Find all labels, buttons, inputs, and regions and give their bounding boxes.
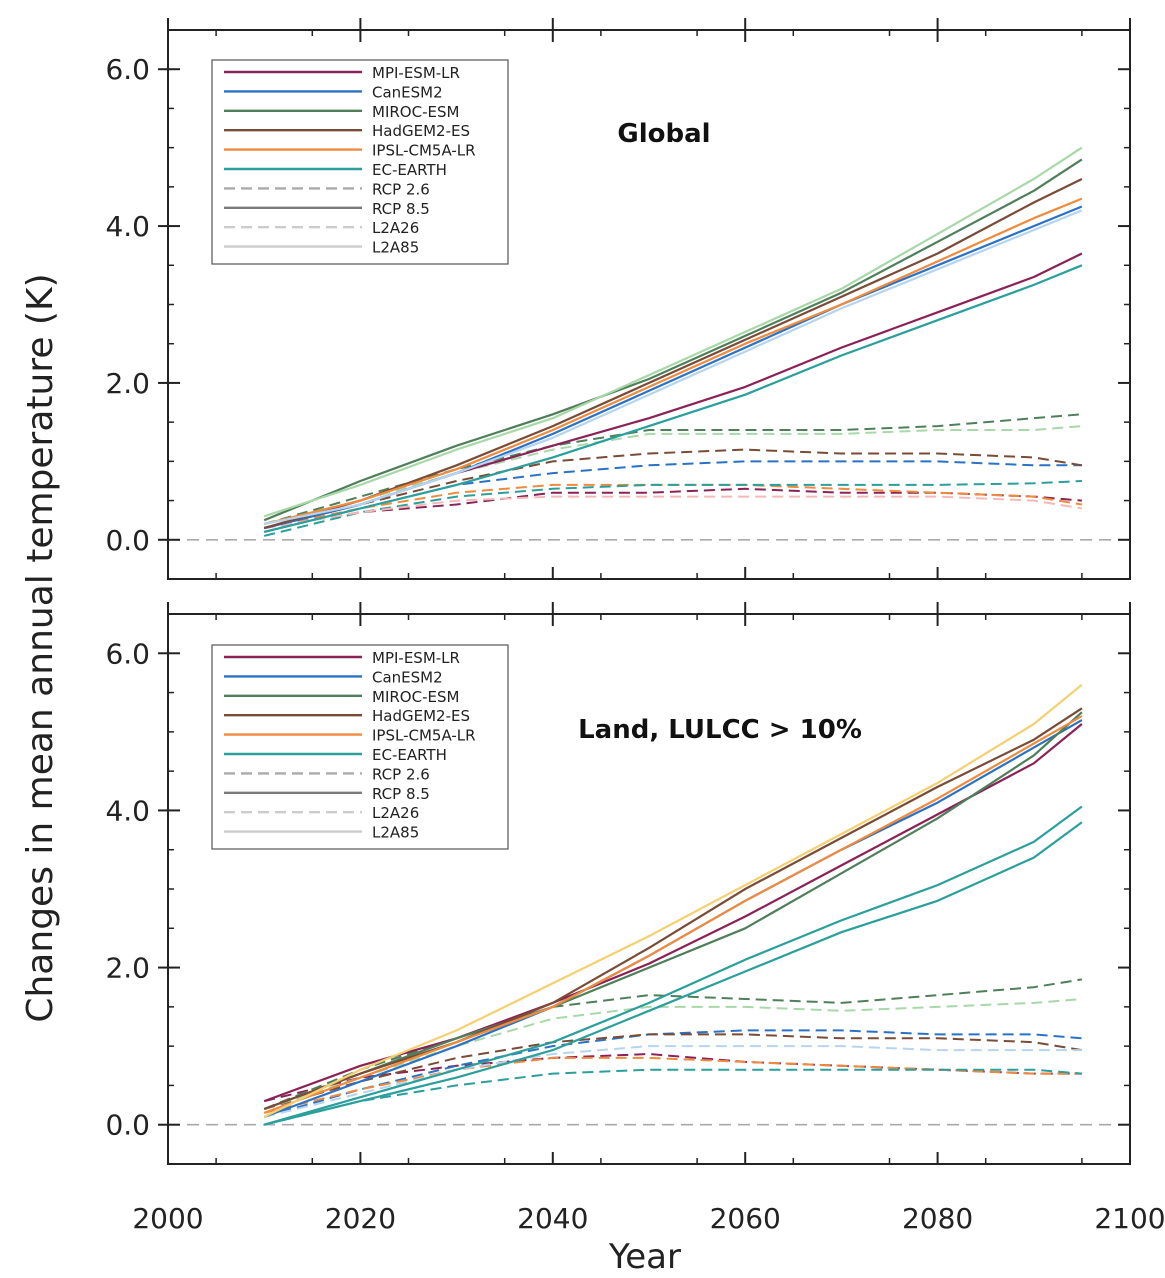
- x-tick-label: 2060: [710, 1202, 781, 1235]
- x-tick-label: 2000: [132, 1202, 203, 1235]
- legend-label: L2A26: [372, 219, 419, 237]
- legend-label: IPSL-CM5A-LR: [372, 727, 476, 745]
- legend-label: CanESM2: [372, 668, 443, 686]
- y-axis-label: Changes in mean annual temperature (K): [20, 273, 61, 1022]
- series-line: [263, 425, 1082, 526]
- panel-title: Land, LULCC > 10%: [578, 715, 862, 745]
- x-tick-label: 2100: [1094, 1202, 1165, 1235]
- legend-label: HadGEM2-ES: [372, 122, 470, 140]
- y-tick-label: 6.0: [105, 53, 150, 86]
- x-tick-label: 2080: [902, 1202, 973, 1235]
- legend-label: RCP 2.6: [372, 765, 430, 783]
- y-tick-label: 2.0: [105, 952, 150, 985]
- x-tick-label: 2020: [325, 1202, 396, 1235]
- legend-label: HadGEM2-ES: [372, 707, 470, 725]
- series-line: [263, 252, 1083, 530]
- series-line: [263, 1056, 1082, 1114]
- panel-land: 0.0 2.0 4.0 6.0 Land, LULCC > 10% MPI-ESM-LRC…: [105, 602, 1131, 1165]
- legend-box: [211, 644, 509, 850]
- series-line: [263, 1029, 1082, 1118]
- legend-label: MIROC-ESM: [372, 688, 459, 706]
- y-tick-label: 4.0: [105, 794, 150, 827]
- x-tick-label: 2040: [517, 1202, 588, 1235]
- series-line: [263, 264, 1083, 533]
- legend-label: MIROC-ESM: [372, 103, 459, 121]
- panel-title: Global: [617, 119, 710, 149]
- legend-label: MPI-ESM-LR: [372, 64, 460, 82]
- series-line: [264, 487, 1082, 529]
- series-line: [263, 197, 1083, 526]
- legend-label: IPSL-CM5A-LR: [372, 142, 476, 160]
- series-line: [263, 707, 1083, 1111]
- y-tick-label: 4.0: [105, 210, 150, 243]
- series-line: [263, 683, 1083, 1118]
- legend-label: EC-EARTH: [372, 746, 447, 764]
- series-line: [263, 178, 1083, 530]
- legend-label: RCP 8.5: [372, 200, 430, 218]
- series-line: [263, 998, 1082, 1110]
- panels: 0.02.04.06.0GlobalMPI-ESM-LRCanESM2MIROC…: [105, 18, 1165, 1235]
- legend-box: [211, 59, 509, 265]
- legend-label: L2A26: [372, 804, 419, 822]
- legend-label: EC-EARTH: [372, 161, 447, 179]
- legend-label: RCP 2.6: [372, 180, 430, 198]
- series-line: [263, 413, 1082, 526]
- series-line: [264, 495, 1083, 529]
- legend-label: CanESM2: [372, 83, 443, 101]
- series-line: [263, 158, 1083, 522]
- y-tick-label: 0.0: [105, 1109, 150, 1142]
- series-line: [263, 805, 1083, 1126]
- legend-label: MPI-ESM-LR: [372, 649, 460, 667]
- series-line: [263, 715, 1083, 1114]
- legend-label: L2A85: [372, 239, 419, 257]
- y-tick-label: 2.0: [105, 367, 150, 400]
- series-line: [263, 146, 1083, 518]
- series-line: [263, 723, 1083, 1103]
- x-axis-label: Year: [608, 1237, 681, 1277]
- series-line: [263, 209, 1083, 526]
- series-line: [263, 1068, 1082, 1126]
- legend-label: RCP 8.5: [372, 785, 430, 803]
- series-line: [264, 483, 1083, 529]
- y-tick-label: 6.0: [105, 637, 150, 670]
- series-line: [263, 821, 1083, 1126]
- y-tick-label: 0.0: [105, 524, 150, 557]
- series-line: [263, 978, 1083, 1110]
- legend-label: L2A85: [372, 824, 419, 842]
- series-line: [263, 711, 1083, 1111]
